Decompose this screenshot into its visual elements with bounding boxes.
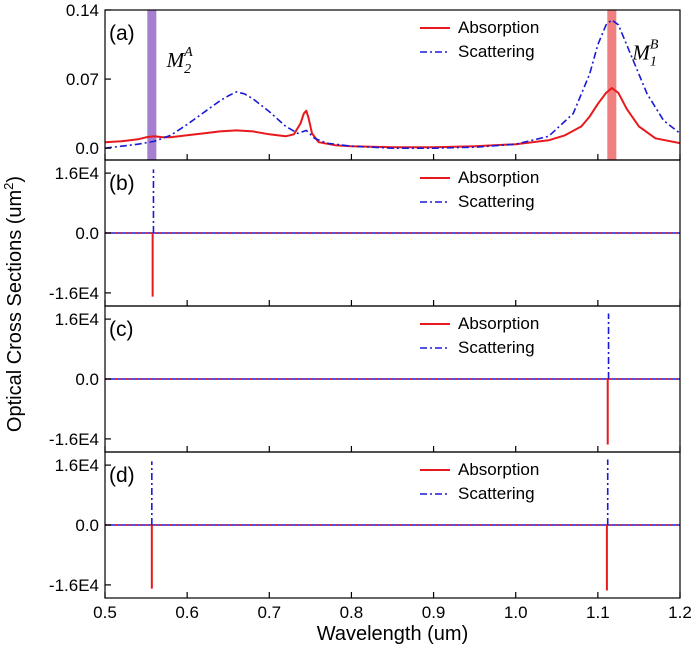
plot-area: [105, 459, 680, 591]
legend-label-absorption: Absorption: [458, 460, 539, 479]
panel-d: -1.6E4 0.0 1.6E4 (d) Absorption Scattering: [49, 451, 681, 599]
mode-label-base: M: [166, 48, 186, 72]
y-axis-title-end: ): [4, 176, 26, 183]
x-tick-label: 0.8: [340, 603, 364, 622]
x-tick-label: 0.9: [422, 603, 446, 622]
plot-area: [105, 169, 680, 297]
y-axis-title: Optical Cross Sections (um2): [1, 176, 26, 432]
series-absorption-line: [105, 87, 680, 149]
x-tick-label: 1.2: [668, 603, 692, 622]
x-tick-label: 0.6: [175, 603, 199, 622]
y-tick-label: 0.0: [75, 224, 99, 243]
mode-label-base: M: [631, 40, 651, 64]
legend-label-scattering: Scattering: [458, 42, 535, 61]
mode-label-subscript: 2: [184, 62, 191, 77]
legend-label-absorption: Absorption: [458, 168, 539, 187]
panel-b: -1.6E4 0.0 1.6E4 (b) Absorption Scattering: [49, 159, 681, 307]
legend-label-scattering: Scattering: [458, 192, 535, 211]
legend-label-scattering: Scattering: [458, 338, 535, 357]
mode-band-1: [147, 10, 157, 160]
plot-area: [105, 10, 680, 160]
x-tick-label: 0.7: [257, 603, 281, 622]
y-tick-label: 0.14: [66, 1, 99, 20]
y-tick-label: 0.07: [66, 70, 99, 89]
series-scattering-line: [105, 19, 680, 149]
y-tick-label: 1.6E4: [55, 310, 99, 329]
legend-label-scattering: Scattering: [458, 484, 535, 503]
plot-area: [105, 313, 680, 445]
legend-label-absorption: Absorption: [458, 18, 539, 37]
mode-label-superscript: B: [650, 37, 659, 52]
y-axis-title-main: Optical Cross Sections (um: [4, 190, 26, 432]
x-tick-label: 1.0: [504, 603, 528, 622]
mode-label-subscript: 1: [650, 54, 657, 69]
panel-label: (b): [109, 172, 135, 195]
y-tick-label: -1.6E4: [49, 284, 99, 303]
y-tick-label: -1.6E4: [49, 576, 99, 595]
panel-label: (a): [109, 22, 135, 45]
panel-c: -1.6E4 0.0 1.6E4 (c) Absorption Scattering: [49, 305, 681, 453]
y-tick-label: 0.0: [75, 139, 99, 158]
y-tick-label: 1.6E4: [55, 164, 99, 183]
mode-label-2: M1 B: [631, 37, 659, 69]
panel-frame: [104, 9, 681, 161]
y-tick-label: 0.0: [75, 370, 99, 389]
panel-label: (c): [109, 318, 134, 341]
mode-band-2: [607, 10, 617, 160]
x-tick-label: 1.1: [586, 603, 610, 622]
y-tick-label: -1.6E4: [49, 430, 99, 449]
mode-label-superscript: A: [183, 45, 193, 60]
legend-label-absorption: Absorption: [458, 314, 539, 333]
y-axis-title-superscript: 2: [1, 183, 16, 190]
x-axis-title: Wavelength (um): [317, 623, 469, 645]
y-tick-label: 1.6E4: [55, 456, 99, 475]
panel-label: (d): [109, 464, 135, 487]
x-tick-label: 0.5: [93, 603, 117, 622]
mode-label-1: M2 A: [166, 45, 194, 77]
y-tick-label: 0.0: [75, 516, 99, 535]
